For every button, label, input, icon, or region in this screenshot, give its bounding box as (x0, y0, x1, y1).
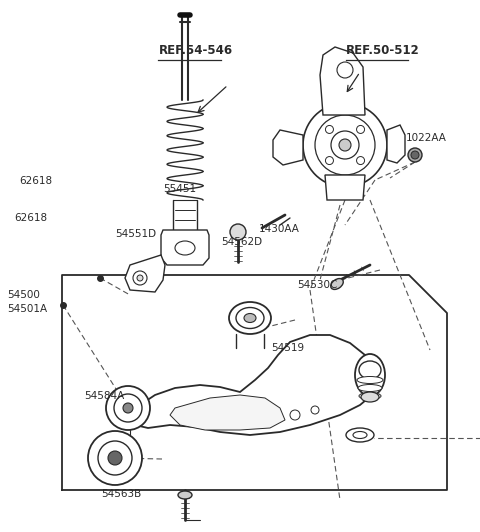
Circle shape (133, 271, 147, 285)
Text: 54584A: 54584A (84, 392, 124, 401)
Text: 55451: 55451 (163, 184, 196, 194)
Circle shape (325, 126, 334, 134)
Ellipse shape (346, 428, 374, 442)
Circle shape (88, 431, 142, 485)
Circle shape (303, 103, 387, 187)
Ellipse shape (359, 393, 381, 400)
Ellipse shape (353, 431, 367, 438)
Circle shape (230, 224, 246, 240)
Circle shape (290, 410, 300, 420)
Text: 54530C: 54530C (298, 280, 338, 289)
Polygon shape (128, 335, 378, 435)
Polygon shape (161, 230, 209, 265)
Ellipse shape (355, 354, 385, 396)
Text: 54500: 54500 (7, 290, 40, 300)
Circle shape (108, 451, 122, 465)
Polygon shape (125, 255, 165, 292)
Ellipse shape (229, 302, 271, 334)
Text: 54563B: 54563B (101, 489, 141, 498)
Polygon shape (325, 175, 365, 200)
Text: 62618: 62618 (14, 213, 48, 223)
Circle shape (411, 151, 419, 159)
Polygon shape (273, 130, 303, 165)
Circle shape (106, 386, 150, 430)
Ellipse shape (358, 385, 382, 392)
Polygon shape (170, 395, 285, 430)
Circle shape (337, 62, 353, 78)
Ellipse shape (175, 241, 195, 255)
Circle shape (98, 441, 132, 475)
Ellipse shape (361, 392, 379, 402)
Circle shape (357, 126, 364, 134)
Text: 54519: 54519 (271, 344, 304, 353)
Ellipse shape (357, 377, 383, 384)
Circle shape (114, 394, 142, 422)
Circle shape (137, 275, 143, 281)
Text: 1430AA: 1430AA (259, 224, 300, 234)
Ellipse shape (244, 313, 256, 322)
Text: 54501A: 54501A (7, 304, 48, 313)
Ellipse shape (236, 307, 264, 328)
Polygon shape (320, 47, 365, 115)
Circle shape (315, 115, 375, 175)
Circle shape (408, 148, 422, 162)
Text: REF.50-512: REF.50-512 (346, 44, 420, 57)
Text: REF.54-546: REF.54-546 (158, 44, 232, 57)
Text: 1022AA: 1022AA (406, 134, 446, 143)
Polygon shape (387, 125, 405, 163)
Text: 54562D: 54562D (221, 237, 262, 247)
Circle shape (357, 156, 364, 164)
Ellipse shape (331, 279, 343, 289)
Circle shape (311, 406, 319, 414)
Ellipse shape (359, 361, 381, 379)
Circle shape (339, 139, 351, 151)
Circle shape (325, 156, 334, 164)
Circle shape (331, 131, 359, 159)
Circle shape (123, 403, 133, 413)
Text: 62618: 62618 (19, 176, 52, 186)
Text: 54551D: 54551D (115, 229, 156, 239)
Ellipse shape (178, 491, 192, 499)
